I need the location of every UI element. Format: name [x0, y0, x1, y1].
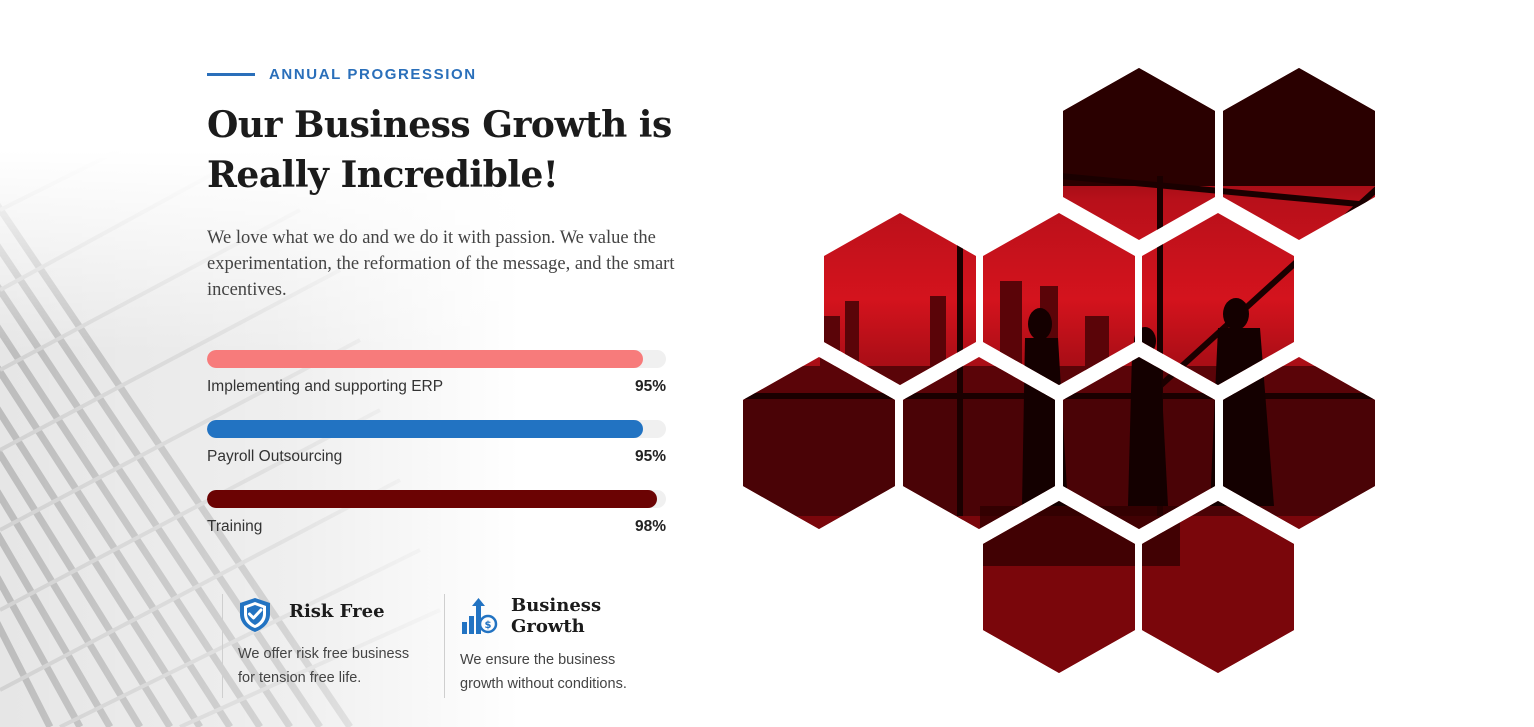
progress-track: [207, 490, 666, 508]
feature-title-line2: Growth: [511, 616, 585, 637]
progress-fill: [207, 490, 657, 508]
progress-value: 98%: [634, 518, 666, 535]
progress-label: Payroll Outsourcing: [207, 448, 343, 465]
progress-fill: [207, 420, 644, 438]
growth-chart-icon: $: [460, 596, 498, 641]
section-eyebrow: ANNUAL PROGRESSION: [207, 66, 477, 83]
progress-value: 95%: [634, 378, 666, 395]
progress-label: Implementing and supporting ERP: [207, 378, 444, 395]
shield-check-icon: [237, 596, 273, 639]
eyebrow-text: ANNUAL PROGRESSION: [269, 66, 477, 83]
feature-business-growth: $ Business Growth We ensure the business…: [444, 594, 655, 698]
hexagon-image-collage: [740, 66, 1380, 680]
section-description: We love what we do and we do it with pas…: [207, 228, 675, 300]
feature-title: Risk Free: [289, 601, 385, 622]
progress-track: [207, 420, 666, 438]
feature-text: We ensure the business growth without co…: [460, 652, 627, 692]
feature-text: We offer risk free business for tension …: [238, 646, 410, 686]
section-title: Our Business Growth is Really Incredible…: [207, 104, 672, 196]
hexagon-collage-svg: [743, 68, 1375, 673]
svg-text:$: $: [485, 620, 492, 631]
collage-photo: [743, 68, 1375, 673]
eyebrow-line: [207, 73, 255, 76]
progress-value: 95%: [634, 448, 666, 465]
feature-risk-free: Risk Free We offer risk free business fo…: [222, 594, 423, 698]
progress-track: [207, 350, 666, 368]
progress-fill: [207, 350, 644, 368]
feature-title-line1: Business: [511, 595, 602, 616]
progress-label: Training: [207, 518, 263, 535]
